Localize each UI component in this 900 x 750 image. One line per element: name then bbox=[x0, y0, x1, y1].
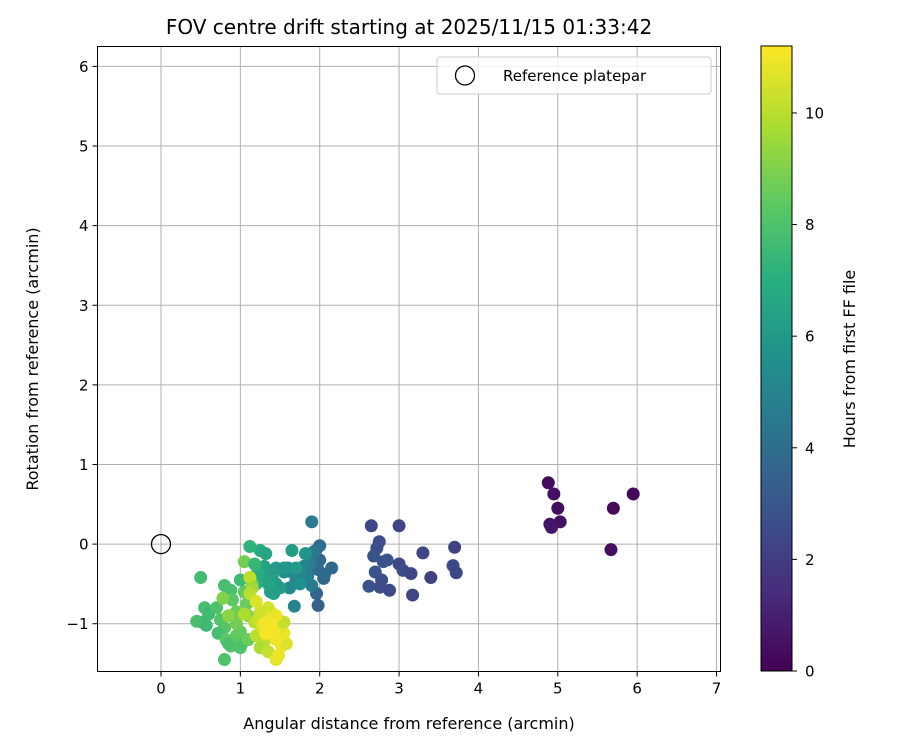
colorbar-tick-label: 6 bbox=[805, 328, 815, 346]
data-point bbox=[259, 547, 273, 561]
data-point bbox=[285, 543, 299, 557]
data-point bbox=[237, 555, 251, 569]
data-point bbox=[261, 645, 275, 659]
data-point bbox=[257, 617, 271, 631]
legend: Reference platepar bbox=[436, 56, 712, 95]
y-tick-label: 0 bbox=[79, 536, 89, 554]
data-point bbox=[221, 609, 235, 623]
colorbar-tick-label: 8 bbox=[805, 216, 815, 234]
plot-frame bbox=[97, 46, 721, 672]
colorbar-label: Hours from first FF file bbox=[840, 270, 859, 449]
data-point bbox=[541, 476, 555, 490]
data-point bbox=[606, 501, 620, 515]
data-point bbox=[210, 601, 224, 615]
y-axis-label: Rotation from reference (arcmin) bbox=[23, 227, 42, 490]
x-tick-label: 3 bbox=[394, 680, 404, 698]
data-point bbox=[248, 557, 262, 571]
data-point bbox=[305, 579, 319, 593]
colorbar-tick-label: 10 bbox=[805, 104, 824, 122]
data-point bbox=[287, 599, 301, 613]
data-point bbox=[551, 501, 565, 515]
colorbar-ticks: 0 2 4 6 8 10 bbox=[792, 104, 824, 681]
data-point bbox=[289, 561, 303, 575]
data-point bbox=[311, 598, 325, 612]
colorbar-gradient bbox=[760, 45, 793, 672]
data-point bbox=[449, 566, 463, 580]
colorbar: 0 2 4 6 8 10 Hours from first FF file bbox=[760, 45, 859, 681]
x-tick-label: 2 bbox=[315, 680, 325, 698]
data-point bbox=[380, 553, 394, 567]
data-point bbox=[547, 487, 561, 501]
reference-platepar-marker bbox=[150, 533, 172, 555]
data-point bbox=[305, 515, 319, 529]
x-tick-label: 5 bbox=[553, 680, 563, 698]
y-tick-label: 2 bbox=[79, 376, 89, 394]
chart-title: FOV centre drift starting at 2025/11/15 … bbox=[166, 15, 652, 39]
data-point bbox=[267, 586, 281, 600]
x-tick-label: 6 bbox=[632, 680, 642, 698]
legend-marker bbox=[454, 65, 476, 86]
data-point bbox=[199, 618, 213, 632]
data-point bbox=[448, 540, 462, 554]
data-point bbox=[283, 581, 297, 595]
legend-box bbox=[436, 56, 712, 95]
data-point bbox=[604, 543, 618, 557]
data-point bbox=[317, 567, 331, 581]
colorbar-tick-label: 0 bbox=[805, 663, 815, 681]
data-point bbox=[229, 617, 243, 631]
data-point bbox=[261, 577, 275, 591]
x-tick-label: 1 bbox=[236, 680, 246, 698]
y-tick-label: 1 bbox=[79, 456, 89, 474]
grid-lines bbox=[97, 46, 721, 672]
data-point bbox=[221, 637, 235, 651]
data-point bbox=[217, 653, 231, 667]
data-point bbox=[194, 571, 208, 585]
data-point bbox=[406, 588, 420, 602]
data-point bbox=[544, 520, 558, 534]
data-point bbox=[293, 577, 307, 591]
legend-label: Reference platepar bbox=[503, 67, 647, 85]
data-point bbox=[216, 591, 230, 605]
data-point bbox=[233, 641, 247, 655]
data-point bbox=[362, 579, 376, 593]
data-point bbox=[416, 546, 430, 560]
y-tick-label: 4 bbox=[79, 217, 89, 235]
x-axis-ticks: 0 1 2 3 4 5 6 7 bbox=[156, 671, 722, 698]
data-point bbox=[249, 594, 263, 608]
x-tick-label: 4 bbox=[474, 680, 484, 698]
y-tick-label: 5 bbox=[79, 138, 89, 156]
data-point bbox=[364, 519, 378, 533]
colorbar-tick-label: 4 bbox=[805, 439, 815, 457]
data-point bbox=[367, 549, 381, 563]
data-point bbox=[298, 547, 312, 561]
x-tick-label: 7 bbox=[712, 680, 722, 698]
data-point bbox=[277, 561, 291, 575]
colorbar-tick-label: 2 bbox=[805, 551, 815, 569]
y-tick-label: 3 bbox=[79, 297, 89, 315]
data-point bbox=[269, 633, 283, 647]
x-tick-label: 0 bbox=[156, 680, 166, 698]
data-point bbox=[243, 571, 257, 585]
data-point bbox=[279, 637, 293, 651]
data-point bbox=[392, 519, 406, 533]
y-axis-ticks: −1 0 1 2 3 4 5 6 bbox=[66, 58, 98, 633]
x-axis-label: Angular distance from reference (arcmin) bbox=[243, 714, 574, 733]
data-point bbox=[237, 607, 251, 621]
data-points bbox=[150, 476, 640, 667]
data-point bbox=[404, 567, 418, 581]
data-point bbox=[424, 571, 438, 585]
y-tick-label: −1 bbox=[66, 615, 88, 633]
data-point bbox=[243, 540, 257, 553]
y-tick-label: 6 bbox=[79, 58, 89, 76]
data-point bbox=[224, 583, 238, 597]
data-point bbox=[626, 487, 640, 501]
data-point bbox=[383, 583, 397, 597]
